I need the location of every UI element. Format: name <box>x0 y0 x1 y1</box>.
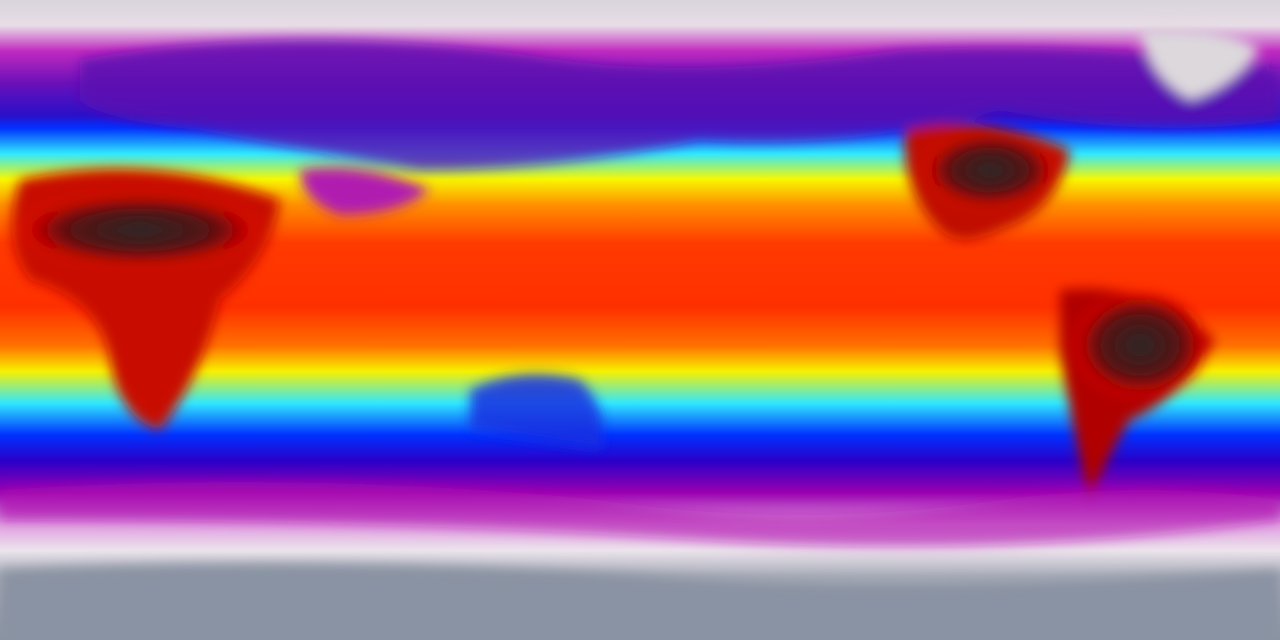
antarctica-ice <box>0 563 1280 640</box>
australia-cool <box>470 374 603 450</box>
amazon-hottest <box>1070 290 1210 400</box>
greenland-ice <box>1140 29 1260 101</box>
tibet-cold <box>300 167 430 215</box>
siberia-cold-region <box>80 40 1280 170</box>
sahara-hottest <box>15 192 265 268</box>
southwest-us-hottest <box>920 130 1060 210</box>
southern-ocean-magenta <box>0 482 1280 547</box>
